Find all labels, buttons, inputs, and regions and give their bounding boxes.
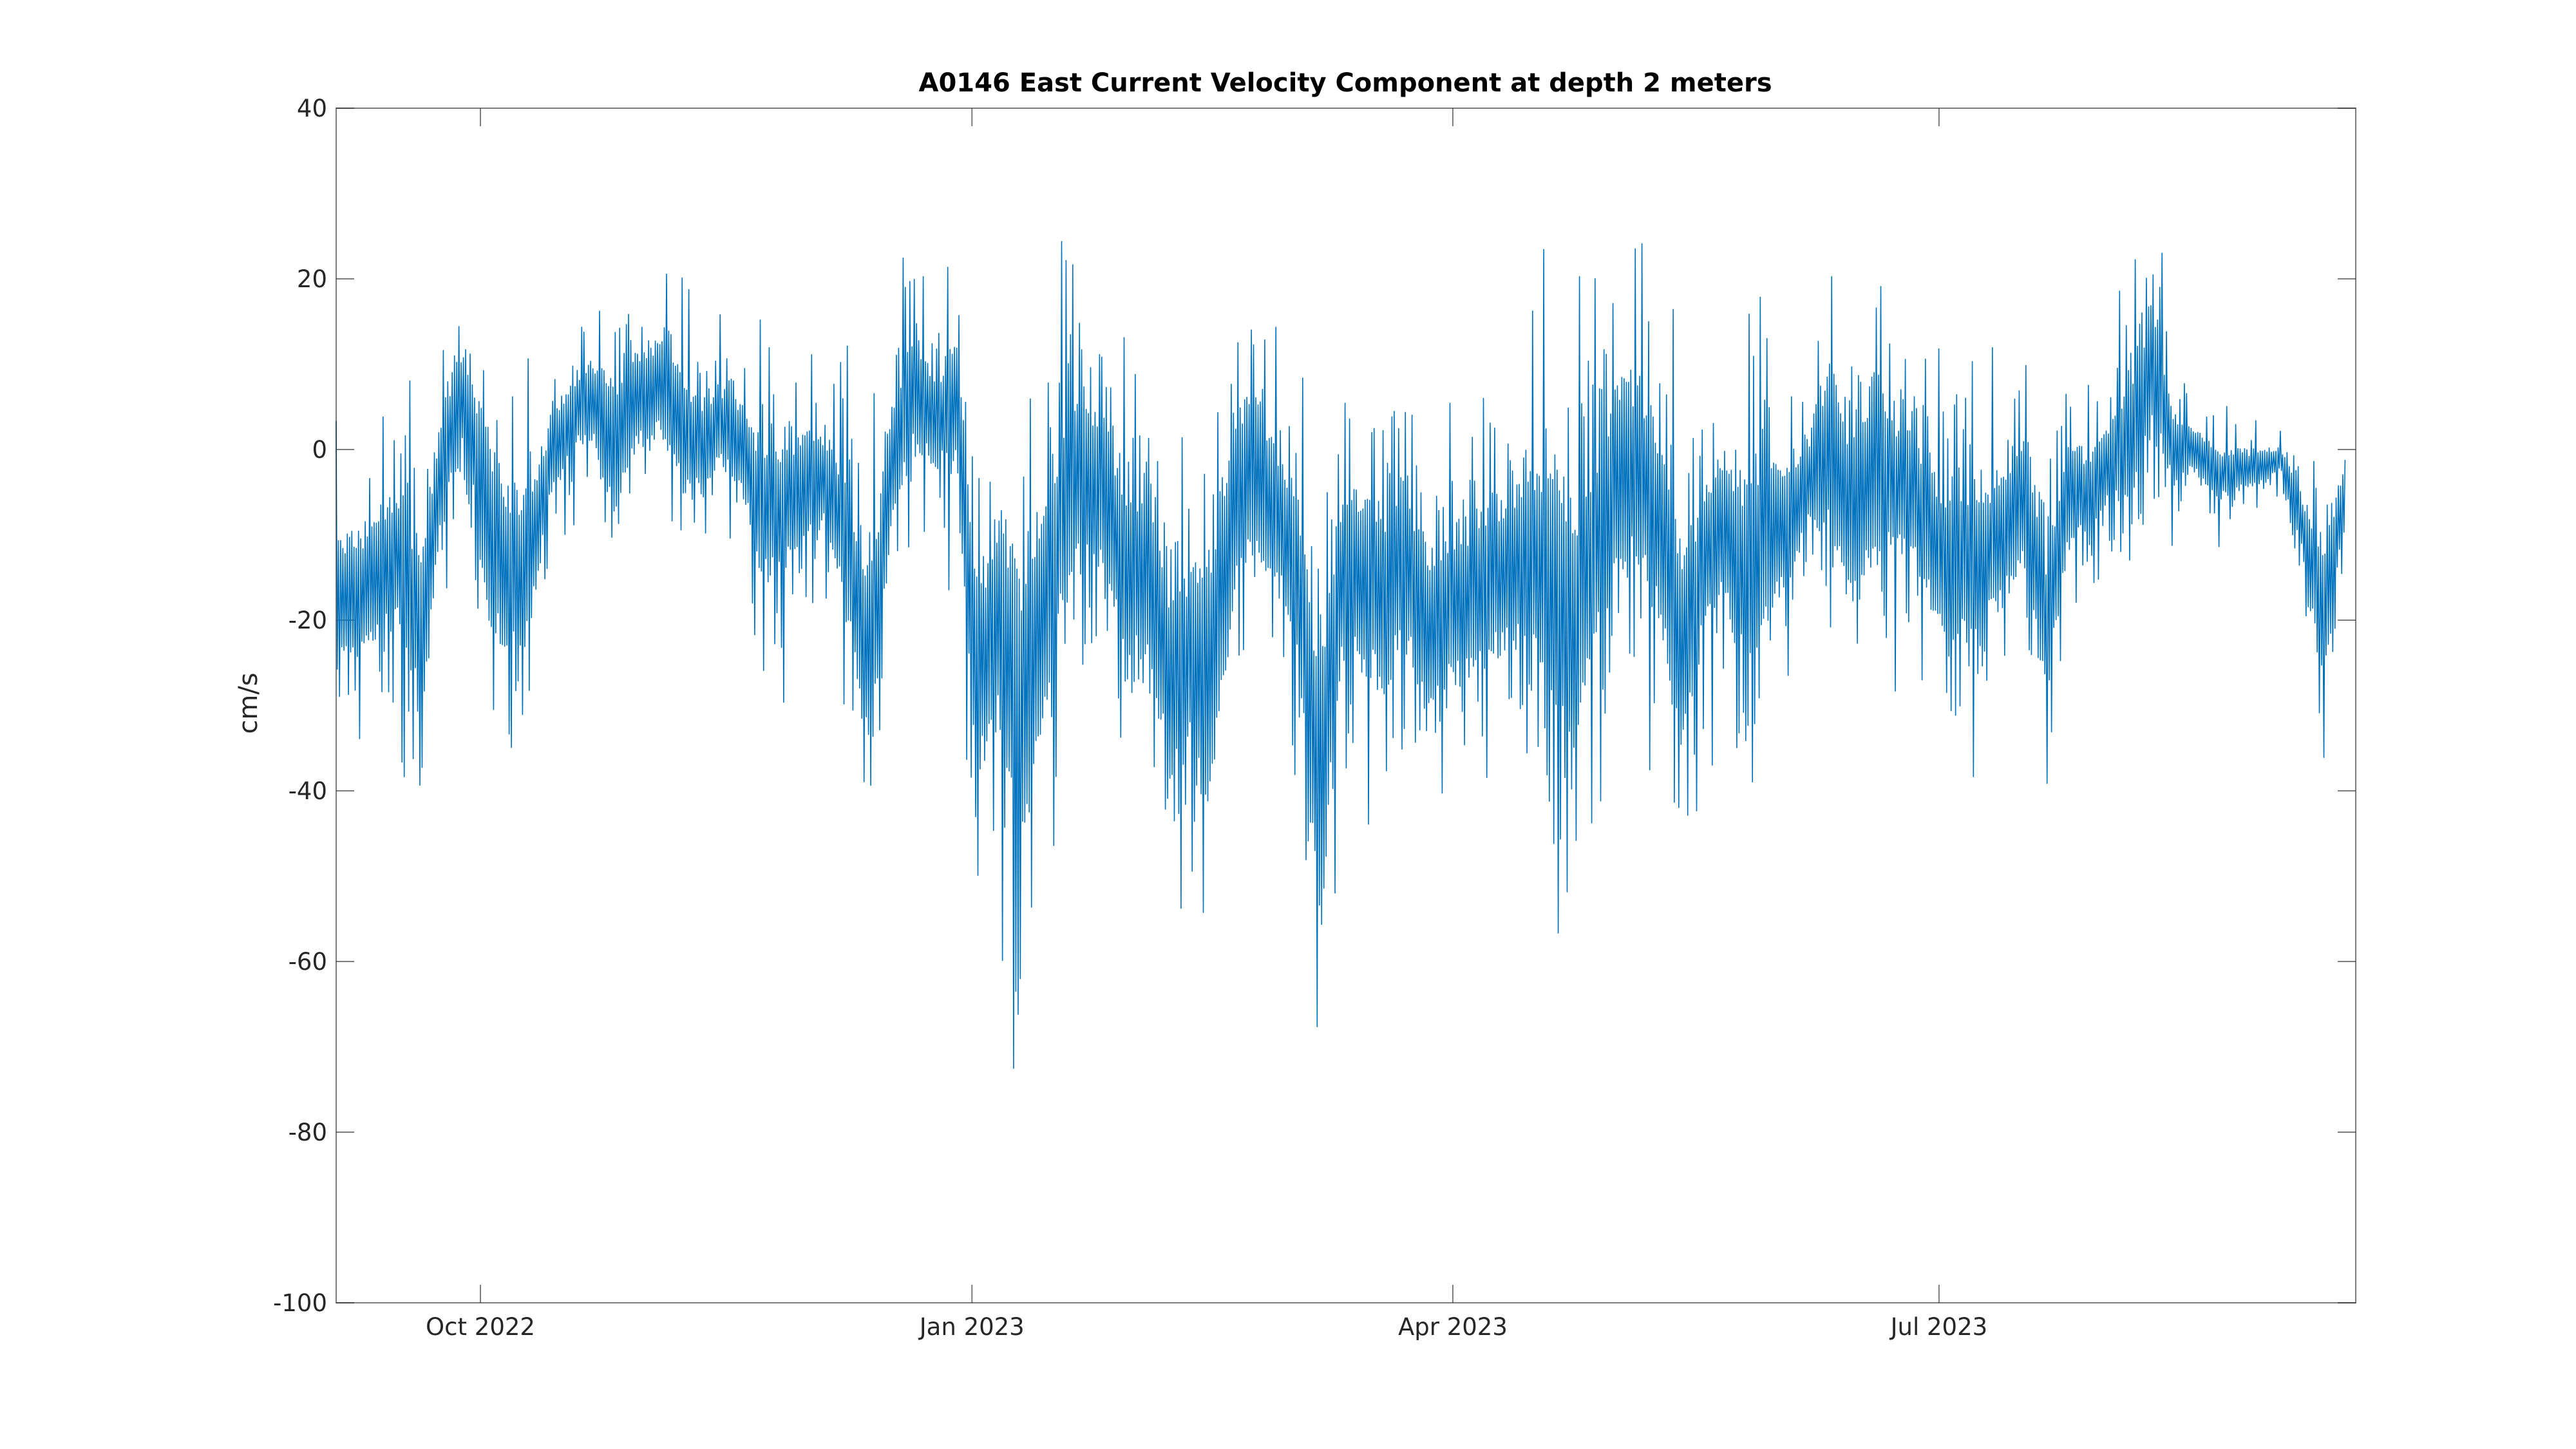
x-tick-label: Jan 2023 xyxy=(918,1313,1025,1341)
y-tick-label: -40 xyxy=(289,777,327,805)
plot-frame xyxy=(336,108,2356,1303)
y-tick-label: -60 xyxy=(289,948,327,976)
plot-area xyxy=(336,241,2346,1069)
chart-title: A0146 East Current Velocity Component at… xyxy=(918,68,1772,98)
y-axis-label: cm/s xyxy=(234,672,263,734)
x-tick-label: Jul 2023 xyxy=(1889,1313,1988,1341)
x-tick-label: Oct 2022 xyxy=(426,1313,535,1341)
x-axis-ticks: Oct 2022 Jan 2023 Apr 2023 Jul 2023 xyxy=(426,108,1987,1341)
y-tick-label: -80 xyxy=(289,1119,327,1146)
y-tick-label: -20 xyxy=(289,607,327,634)
y-tick-label: 40 xyxy=(297,95,327,122)
y-tick-label: -100 xyxy=(273,1289,327,1317)
y-axis-ticks: 40 20 0 -20 -40 -60 -80 -100 xyxy=(273,95,2356,1317)
series-line xyxy=(336,241,2346,1069)
y-tick-label: 0 xyxy=(312,436,327,464)
y-tick-label: 20 xyxy=(297,265,327,293)
x-tick-label: Apr 2023 xyxy=(1398,1313,1508,1341)
